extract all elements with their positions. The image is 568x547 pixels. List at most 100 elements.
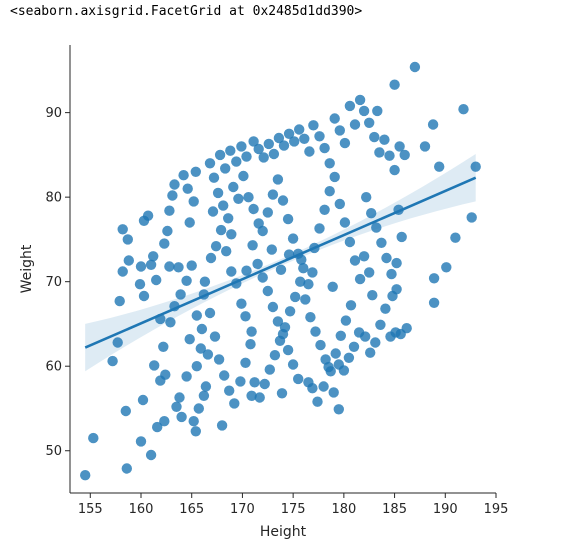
scatter-point: [272, 174, 284, 185]
scatter-point: [117, 224, 128, 235]
scatter-point: [334, 125, 345, 136]
scatter-point: [209, 331, 221, 342]
scatter-point: [315, 339, 326, 351]
scatter-point: [319, 204, 330, 215]
scatter-point: [174, 392, 185, 403]
scatter-point: [428, 273, 440, 284]
scatter-point: [282, 344, 294, 356]
scatter-point: [138, 290, 150, 302]
scatter-point: [329, 171, 340, 183]
scatter-point: [123, 255, 134, 266]
scatter-point: [107, 355, 118, 367]
scatter-point: [361, 192, 372, 203]
scatter-point: [240, 311, 251, 322]
x-axis-label: Height: [260, 524, 307, 540]
scatter-point: [427, 119, 439, 130]
scatter-point: [284, 306, 296, 317]
scatter-point: [219, 370, 230, 381]
regression-line: [84, 176, 477, 349]
scatter-point: [236, 298, 247, 309]
scatter-point: [450, 232, 461, 243]
scatter-point: [215, 224, 227, 236]
y-axis-label: Weight: [19, 244, 35, 293]
scatter-point: [470, 161, 481, 172]
scatter-point: [314, 131, 325, 142]
scatter-point: [262, 207, 273, 218]
scatter-point: [338, 365, 350, 376]
scatter-point: [360, 331, 371, 342]
scatter-point: [372, 105, 383, 117]
scatter-point: [181, 371, 192, 382]
scatter-point: [208, 172, 220, 183]
scatter-point: [394, 141, 405, 152]
scatter-point: [365, 347, 376, 358]
scatter-point: [137, 394, 149, 406]
scatter-point: [401, 323, 412, 334]
scatter-point: [257, 272, 268, 283]
scatter-point: [145, 259, 157, 270]
scatter-point: [193, 403, 204, 414]
scatter-point: [266, 244, 277, 255]
x-tick-label: 180: [331, 502, 356, 517]
scatter-point: [312, 396, 323, 407]
scatter-point: [190, 426, 201, 437]
scatter-point: [339, 217, 351, 228]
scatter-point: [182, 183, 193, 194]
scatter-point: [224, 385, 235, 396]
scatter-point: [375, 319, 386, 330]
scatter-point: [231, 156, 242, 167]
scatter-point: [181, 275, 192, 286]
scatter-point: [387, 290, 398, 302]
scatter-point: [149, 360, 160, 371]
scatter-point: [298, 263, 309, 274]
scatter-point: [205, 252, 217, 264]
scatter-point: [344, 100, 356, 112]
scatter-point: [293, 373, 304, 385]
scatter-point: [366, 208, 377, 219]
y-tick-label: 50: [45, 444, 62, 459]
scatter-point: [238, 170, 249, 182]
scatter-point: [267, 189, 279, 200]
scatter-point: [308, 120, 319, 131]
scatter-point: [249, 377, 260, 388]
scatter-point: [258, 152, 269, 163]
scatter-point: [328, 387, 339, 398]
scatter-point: [122, 234, 133, 245]
scatter-point: [164, 261, 175, 272]
scatter-point: [254, 392, 265, 403]
scatter-point: [216, 420, 228, 431]
scatter-point: [310, 326, 321, 337]
scatter-point: [167, 190, 178, 201]
scatter-point: [159, 416, 170, 427]
scatter-point: [175, 289, 186, 300]
x-tick-label: 155: [78, 502, 103, 517]
scatter-point: [458, 104, 469, 115]
scatter-point: [207, 206, 219, 217]
scatter-point: [259, 378, 270, 390]
scatter-point: [190, 166, 201, 177]
scatter-point: [212, 187, 224, 199]
scatter-point: [162, 225, 173, 237]
scatter-point: [151, 274, 162, 286]
scatter-point: [80, 470, 91, 481]
scatter-point: [158, 341, 169, 352]
scatter-point: [165, 317, 176, 328]
scatter-point: [296, 254, 307, 265]
scatter-point: [399, 149, 410, 161]
scatter-point: [369, 131, 380, 143]
scatter-point: [389, 79, 400, 90]
scatter-point: [191, 361, 202, 372]
scatter-point: [264, 364, 275, 375]
scatter-point: [419, 141, 431, 152]
scatter-point: [257, 225, 268, 237]
scatter-point: [370, 337, 381, 348]
regression-line-layer: [84, 176, 477, 349]
scatter-point: [218, 200, 229, 211]
scatter-point: [290, 291, 301, 303]
scatter-point: [268, 148, 280, 160]
scatter-point: [344, 236, 356, 248]
scatter-point: [223, 213, 234, 224]
scatter-point: [114, 295, 125, 307]
scatter-point: [210, 241, 222, 252]
